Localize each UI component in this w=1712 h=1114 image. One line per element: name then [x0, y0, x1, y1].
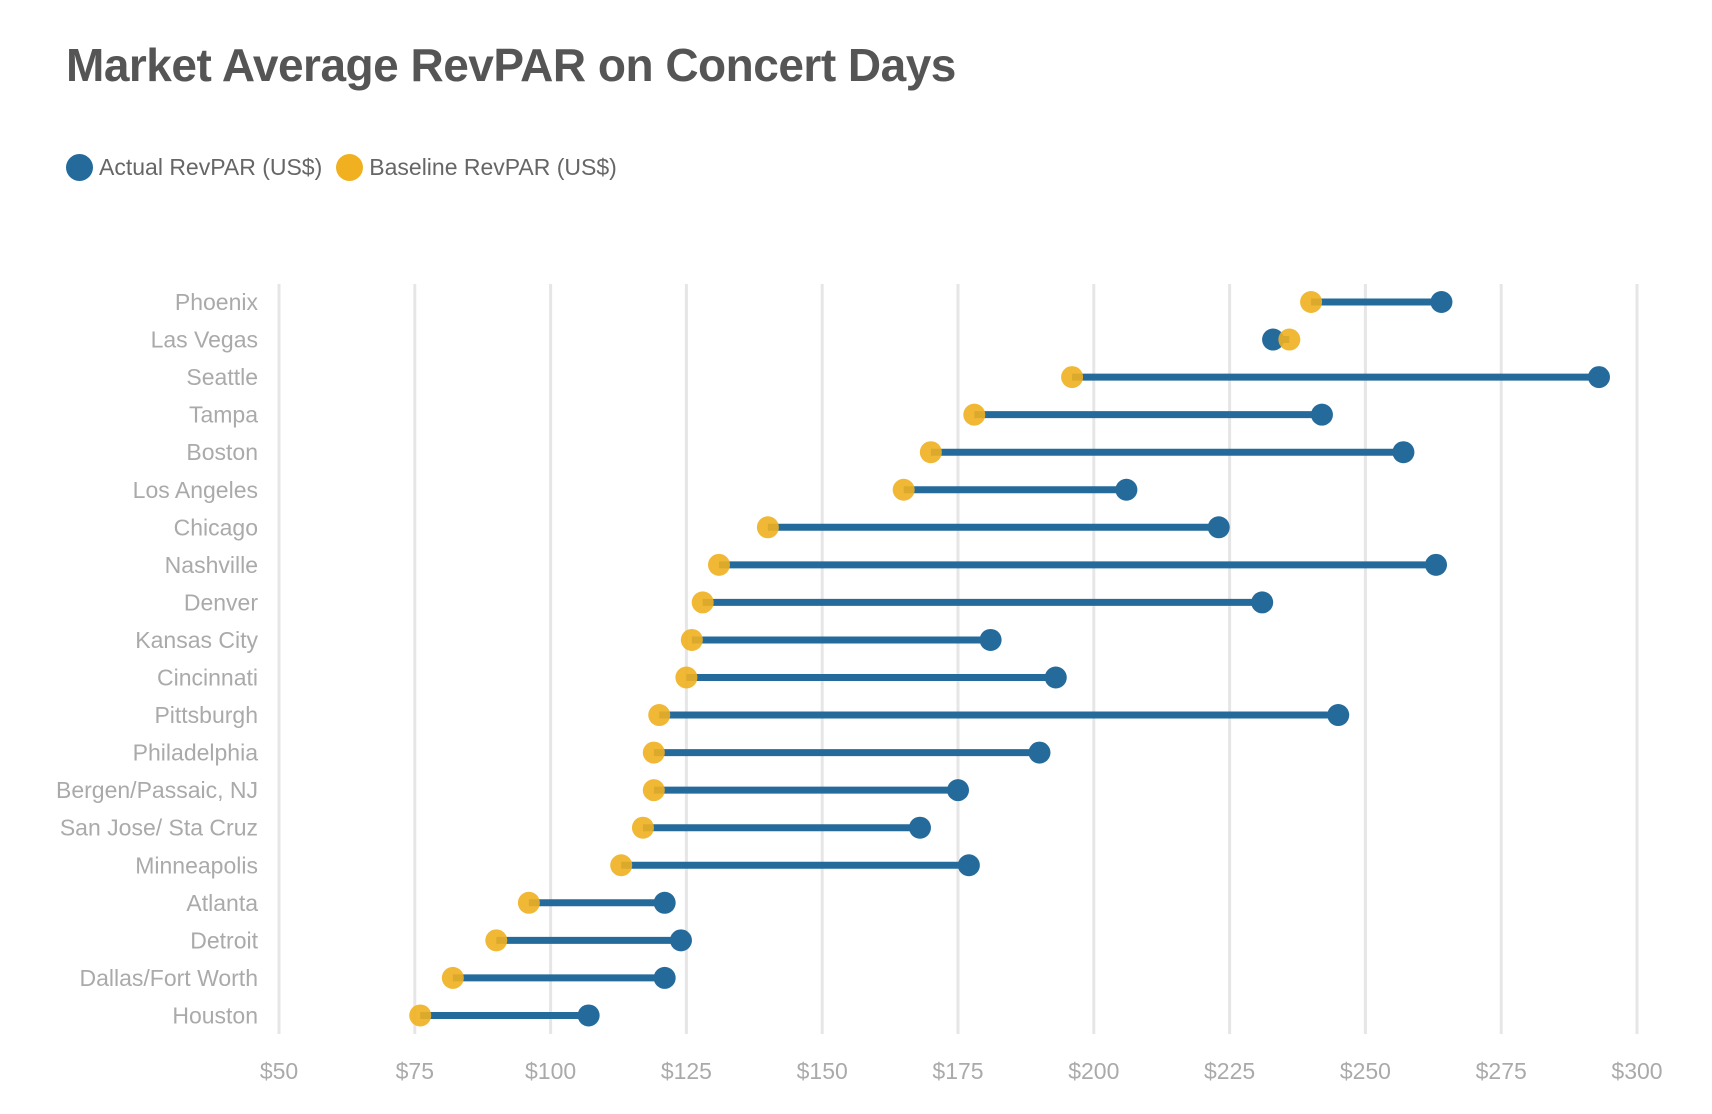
actual-point [1310, 403, 1333, 426]
baseline-point [691, 591, 714, 614]
baseline-point [892, 478, 915, 501]
x-tick-label: $300 [1611, 1058, 1662, 1084]
category-label: Bergen/Passaic, NJ [56, 777, 258, 803]
legend-label-baseline: Baseline RevPAR (US$) [369, 154, 617, 180]
x-tick-label: $250 [1340, 1058, 1391, 1084]
category-label: Phoenix [175, 289, 259, 315]
x-tick-label: $125 [661, 1058, 712, 1084]
category-label: Minneapolis [135, 852, 258, 878]
x-tick-label: $75 [396, 1058, 434, 1084]
actual-point [957, 854, 980, 877]
baseline-point [1061, 366, 1084, 389]
category-label: Houston [172, 1002, 258, 1028]
category-label: Denver [184, 589, 258, 615]
baseline-point [610, 854, 633, 877]
actual-point [1028, 741, 1051, 764]
actual-point [1251, 591, 1274, 614]
x-tick-label: $50 [260, 1058, 298, 1084]
x-tick-label: $200 [1068, 1058, 1119, 1084]
category-label: Cincinnati [157, 665, 258, 691]
category-label: Detroit [190, 927, 258, 953]
category-label: Pittsburgh [154, 702, 258, 728]
baseline-point [707, 553, 730, 576]
category-label: Nashville [165, 552, 258, 578]
baseline-point [517, 891, 540, 914]
baseline-point [756, 516, 779, 539]
category-label: Chicago [174, 514, 258, 540]
actual-point [669, 929, 692, 952]
legend: Actual RevPAR (US$) Baseline RevPAR (US$… [66, 154, 631, 181]
baseline-point [485, 929, 508, 952]
category-label: Los Angeles [133, 477, 258, 503]
actual-point [653, 891, 676, 914]
actual-point [979, 628, 1002, 651]
baseline-point [1300, 291, 1323, 313]
baseline-point [441, 966, 464, 989]
x-tick-label: $175 [932, 1058, 983, 1084]
baseline-point [1278, 328, 1301, 351]
category-label: Boston [186, 439, 258, 465]
actual-point [577, 1004, 600, 1027]
actual-point [1587, 366, 1610, 389]
actual-point [653, 966, 676, 989]
category-label: Dallas/Fort Worth [79, 965, 258, 991]
legend-label-actual: Actual RevPAR (US$) [99, 154, 323, 180]
actual-point [1262, 328, 1285, 351]
legend-swatch-baseline [336, 154, 364, 181]
category-label: San Jose/ Sta Cruz [60, 815, 258, 841]
actual-point [1392, 441, 1415, 464]
actual-point [1207, 516, 1230, 539]
baseline-point [409, 1004, 432, 1027]
category-label: Tampa [189, 402, 258, 428]
actual-point [947, 779, 969, 802]
category-label: Philadelphia [133, 740, 259, 766]
legend-swatch-actual [66, 154, 93, 181]
baseline-point [919, 441, 942, 464]
actual-point [1044, 666, 1067, 689]
baseline-point [631, 816, 654, 839]
baseline-point [963, 403, 986, 426]
baseline-point [642, 779, 665, 802]
x-tick-label: $100 [525, 1058, 576, 1084]
baseline-point [648, 704, 671, 727]
actual-point [908, 816, 931, 839]
actual-point [1327, 704, 1350, 727]
x-tick-label: $150 [797, 1058, 848, 1084]
baseline-point [680, 628, 703, 651]
category-label: Las Vegas [151, 327, 258, 353]
category-label: Seattle [186, 364, 258, 390]
actual-point [1115, 478, 1138, 501]
actual-point [1430, 291, 1453, 313]
baseline-point [642, 741, 665, 764]
actual-point [1425, 553, 1448, 576]
category-label: Atlanta [186, 890, 258, 916]
baseline-point [675, 666, 698, 689]
category-label: Kansas City [135, 627, 258, 653]
legend-item-baseline: Baseline RevPAR (US$) [336, 154, 617, 181]
chart-title: Market Average RevPAR on Concert Days [66, 39, 956, 91]
x-tick-label: $225 [1204, 1058, 1255, 1084]
legend-item-actual: Actual RevPAR (US$) [66, 154, 322, 181]
x-tick-label: $275 [1476, 1058, 1527, 1084]
